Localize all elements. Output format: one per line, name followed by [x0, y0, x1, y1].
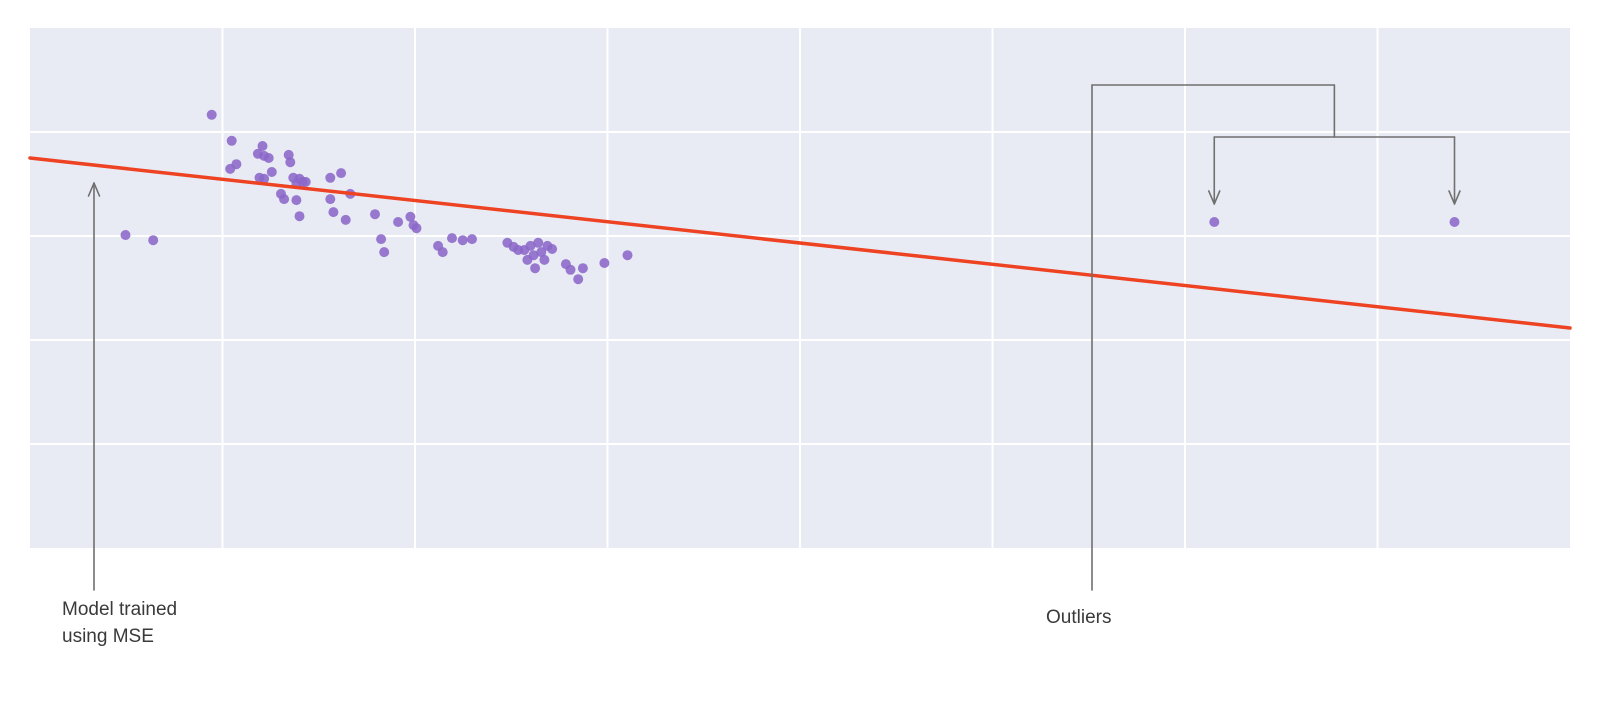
scatter-point: [376, 234, 387, 245]
mse-arrowhead: [87, 182, 101, 197]
outlier-arrowhead-right: [1448, 190, 1461, 205]
annotation-arrows: [87, 84, 1461, 591]
scatter-point: [225, 163, 236, 174]
scatter-point: [300, 176, 311, 187]
scatter-point: [622, 250, 633, 261]
mse-annotation-label: Model trained using MSE: [62, 599, 178, 647]
scatter-point: [325, 194, 336, 205]
scatter-point: [279, 194, 290, 205]
scatter-point: [370, 209, 380, 220]
scatter-point: [573, 274, 584, 285]
series-samples: [120, 109, 633, 285]
outliers-annotation-label: Outliers: [1046, 607, 1112, 628]
series-outliers: [1209, 217, 1460, 227]
scatter-point: [539, 254, 550, 265]
scatter-point: [285, 157, 296, 168]
scatter-point: [525, 240, 536, 251]
scatter-point: [530, 263, 541, 274]
scatter-point: [291, 195, 302, 206]
scatter-point: [294, 211, 305, 222]
scatter-point: [1209, 217, 1220, 227]
scatter-point: [565, 264, 576, 275]
scatter-point: [325, 172, 336, 183]
scatter-point: [457, 235, 468, 246]
scatter-point: [226, 135, 237, 146]
scatter-point: [328, 207, 339, 218]
scatter-point: [447, 233, 457, 244]
scatter-point: [599, 258, 610, 268]
scatter-point: [257, 141, 268, 151]
scatter-point: [536, 247, 547, 258]
scatter-point: [411, 223, 422, 234]
scatter-point: [467, 234, 477, 245]
scatter-point: [206, 109, 217, 120]
scatter-point: [259, 173, 270, 184]
scatter-point: [577, 263, 588, 274]
scatter-point: [1449, 217, 1460, 227]
gridlines: [30, 28, 1570, 548]
scatter-point: [547, 244, 558, 254]
scatter-point: [340, 214, 351, 225]
regression-line: [28, 156, 1572, 330]
scatter-point: [266, 167, 277, 177]
scatter-point: [148, 235, 159, 246]
scatter-point: [405, 211, 416, 222]
scatter-point: [437, 247, 448, 258]
scatter-point: [533, 237, 544, 248]
scatter-point: [263, 153, 274, 163]
outlier-arrowhead-left: [1207, 190, 1221, 205]
scatter-point: [120, 230, 131, 240]
scatter-point: [336, 168, 347, 179]
scatter-point: [528, 250, 539, 261]
scatter-point: [379, 247, 390, 258]
scatter-point: [393, 217, 404, 227]
